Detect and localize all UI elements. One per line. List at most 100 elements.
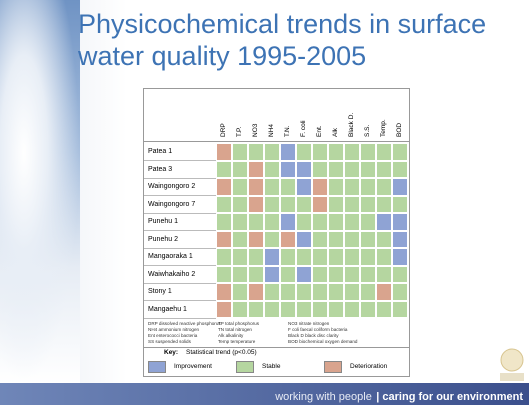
abbreviation: Temp temperature xyxy=(218,339,255,345)
trend-cell xyxy=(296,283,312,301)
trend-cell xyxy=(312,161,328,179)
column-label: Ent. xyxy=(316,125,323,137)
trend-cell xyxy=(360,213,376,231)
trend-cell xyxy=(280,266,296,284)
trend-cell xyxy=(392,248,408,266)
trend-cell xyxy=(280,196,296,214)
trend-cell xyxy=(360,161,376,179)
trend-cell xyxy=(312,231,328,249)
footer-right: | caring for our environment xyxy=(376,391,523,403)
trend-cell xyxy=(216,283,232,301)
trend-cell xyxy=(344,266,360,284)
key-item: Stable xyxy=(262,363,280,370)
sky-image xyxy=(0,0,80,383)
trend-cell xyxy=(280,283,296,301)
trend-cell xyxy=(248,178,264,196)
trend-cell xyxy=(232,143,248,161)
row-label: Stony 1 xyxy=(148,283,172,300)
trend-cell xyxy=(312,196,328,214)
trend-cell xyxy=(376,178,392,196)
slide: Physicochemical trends in surface water … xyxy=(0,0,529,405)
trend-cell xyxy=(344,161,360,179)
trend-cell xyxy=(216,266,232,284)
footer: working with people | caring for our env… xyxy=(0,383,529,405)
row-label: Punehu 1 xyxy=(148,213,178,230)
row-label: Patea 3 xyxy=(148,161,172,178)
trend-cell xyxy=(264,301,280,319)
trend-cell xyxy=(376,196,392,214)
key-item: Improvement xyxy=(174,363,212,370)
key-label: Key: xyxy=(164,349,178,356)
trend-cell xyxy=(376,213,392,231)
trend-cell xyxy=(360,143,376,161)
trend-cell xyxy=(312,143,328,161)
trend-cell xyxy=(264,231,280,249)
trend-cell xyxy=(264,143,280,161)
row-label: Punehu 2 xyxy=(148,231,178,248)
trend-cell xyxy=(344,301,360,319)
row-label: Waingongoro 2 xyxy=(148,178,195,195)
trend-cell xyxy=(360,283,376,301)
trend-cell xyxy=(216,161,232,179)
trend-cell xyxy=(232,213,248,231)
key-swatch xyxy=(148,361,166,373)
trend-cell xyxy=(360,178,376,196)
column-label: DRP xyxy=(220,123,227,137)
trend-cell xyxy=(264,283,280,301)
trend-cell xyxy=(232,266,248,284)
column-label: Alk xyxy=(332,128,339,137)
trend-cell xyxy=(344,213,360,231)
trend-cell xyxy=(280,248,296,266)
trend-cell xyxy=(248,248,264,266)
trend-cell xyxy=(392,196,408,214)
trend-cell xyxy=(264,196,280,214)
trend-cell xyxy=(360,248,376,266)
trend-cell xyxy=(216,248,232,266)
trend-cell xyxy=(392,178,408,196)
trend-cell xyxy=(328,213,344,231)
trend-cell xyxy=(280,178,296,196)
trend-cell xyxy=(280,161,296,179)
trend-cell xyxy=(344,143,360,161)
trend-cell xyxy=(360,196,376,214)
trend-cell xyxy=(312,178,328,196)
trend-cell xyxy=(344,283,360,301)
trend-cell xyxy=(344,196,360,214)
trend-cell xyxy=(232,248,248,266)
trend-cell xyxy=(360,301,376,319)
trend-cell xyxy=(216,178,232,196)
trend-cell xyxy=(296,161,312,179)
trend-cell xyxy=(376,248,392,266)
trend-cell xyxy=(328,301,344,319)
trend-cell xyxy=(264,248,280,266)
trend-cell xyxy=(216,213,232,231)
trend-cell xyxy=(216,196,232,214)
trend-cell xyxy=(328,161,344,179)
trend-cell xyxy=(264,178,280,196)
trend-cell xyxy=(232,161,248,179)
trend-cell xyxy=(328,248,344,266)
abbreviation: SS suspended solids xyxy=(148,339,191,345)
trend-cell xyxy=(376,301,392,319)
column-label: F. coli xyxy=(300,120,307,137)
trend-cell xyxy=(328,266,344,284)
trend-cell xyxy=(216,301,232,319)
trend-cell xyxy=(392,213,408,231)
trend-cell xyxy=(392,266,408,284)
trend-cell xyxy=(216,143,232,161)
column-label: NO3 xyxy=(252,124,259,137)
trend-cell xyxy=(376,231,392,249)
trend-cell xyxy=(296,231,312,249)
row-label: Mangaehu 1 xyxy=(148,301,187,318)
logo xyxy=(497,345,527,383)
trend-cell xyxy=(232,196,248,214)
trend-cell xyxy=(328,196,344,214)
trend-cell xyxy=(280,231,296,249)
column-label: S.S. xyxy=(364,125,371,137)
trend-cell xyxy=(360,266,376,284)
trend-cell xyxy=(312,301,328,319)
trend-cell xyxy=(248,301,264,319)
trend-cell xyxy=(264,213,280,231)
trend-cell xyxy=(376,161,392,179)
trend-cell xyxy=(280,213,296,231)
